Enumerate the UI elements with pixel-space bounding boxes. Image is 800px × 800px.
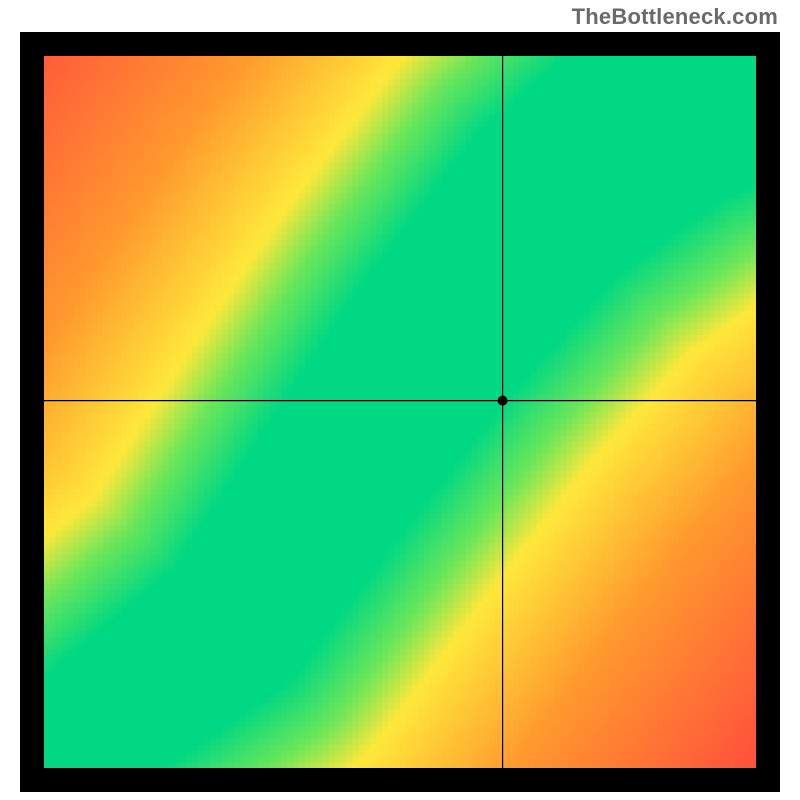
- watermark-text: TheBottleneck.com: [572, 0, 800, 32]
- plot-container: [20, 32, 780, 792]
- heatmap-canvas: [20, 32, 780, 792]
